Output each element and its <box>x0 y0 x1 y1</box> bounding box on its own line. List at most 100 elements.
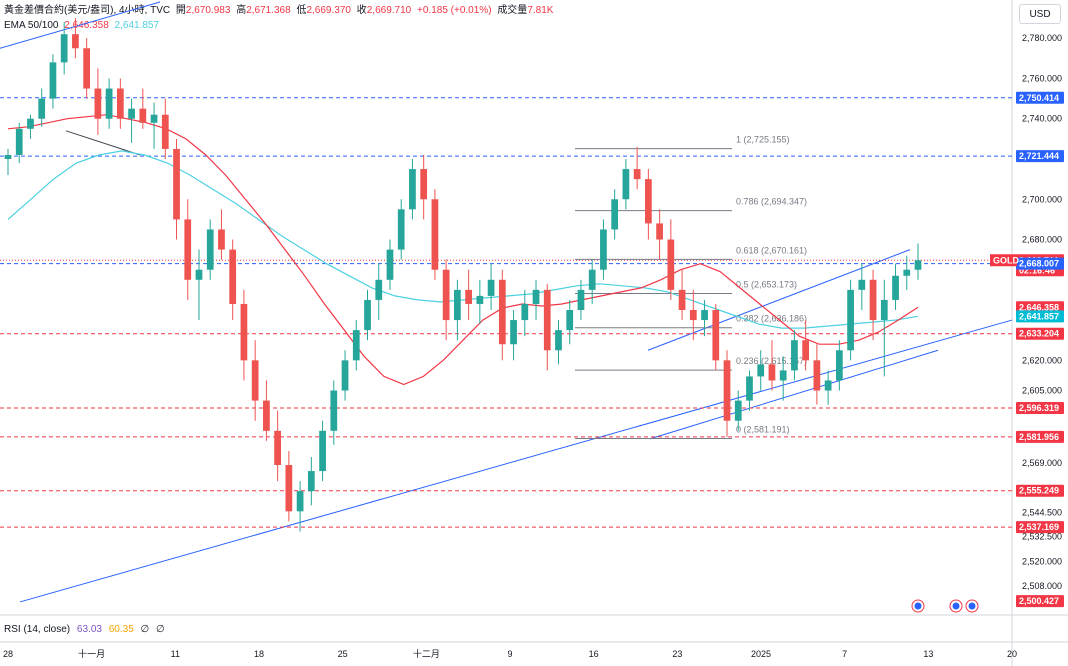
y-tick-label: 2,532.500 <box>1022 532 1062 542</box>
candle-body <box>83 48 91 89</box>
candle-body <box>633 169 641 180</box>
x-tick-label: 28 <box>3 649 13 659</box>
price-tag <box>1016 310 1064 323</box>
candle-body <box>386 249 394 280</box>
candle-body <box>173 148 180 220</box>
price-tag-label: 2,750.414 <box>1019 93 1059 103</box>
candle-body <box>319 430 326 472</box>
rsi-value-3: ∅ <box>140 624 150 635</box>
symbol-title: 黃金差價合約(美元/盎司), 4小時, TVC <box>4 5 171 16</box>
channel-lower-line[interactable] <box>649 349 939 440</box>
candle-body <box>184 219 192 280</box>
volume-label: 成交量 <box>497 5 528 16</box>
price-tag <box>1016 521 1064 534</box>
price-tag <box>1016 150 1064 163</box>
candle-body <box>746 376 753 401</box>
candle-body <box>678 289 686 310</box>
x-tick-label: 2025 <box>751 649 771 659</box>
flag-icon <box>952 602 960 610</box>
candle-body <box>577 289 585 310</box>
fib-level-label: 0.618 (2,670.161) <box>736 245 807 255</box>
y-tick-label: 2,700.000 <box>1022 194 1062 204</box>
candle-body <box>712 310 720 361</box>
volume-value: 7.81K <box>527 5 554 16</box>
flag-icon <box>914 602 922 610</box>
candle-body <box>364 299 371 331</box>
candle-body <box>723 360 731 421</box>
channel-upper-line[interactable] <box>647 249 911 351</box>
y-tick-label: 2,544.500 <box>1022 507 1062 517</box>
upper-trendline[interactable] <box>0 1 161 49</box>
candle-body <box>600 229 607 270</box>
support-trendline[interactable] <box>19 319 1013 603</box>
rsi-value-1: 63.03 <box>76 624 102 635</box>
x-tick-label: 7 <box>842 649 847 659</box>
x-tick-label: 23 <box>672 649 682 659</box>
rsi-legend: RSI (14, close) 63.03 60.35 ∅ ∅ <box>4 624 169 635</box>
candle-body <box>487 279 495 296</box>
candle-body <box>116 88 124 119</box>
currency-button[interactable]: USD <box>1019 4 1061 24</box>
candle-body <box>701 310 708 321</box>
price-tag-label: 2,646.358 <box>1019 302 1059 312</box>
price-tag <box>1016 595 1064 608</box>
y-tick-label: 2,780.000 <box>1022 33 1062 43</box>
fib-level-label: 0.382 (2,636.186) <box>736 314 807 324</box>
open-label: 開 <box>175 5 186 16</box>
candle-body <box>656 223 663 240</box>
candle-body <box>4 154 12 159</box>
candle-body <box>431 199 439 270</box>
candle-body <box>510 320 517 345</box>
candle-body <box>397 209 405 250</box>
change-value: +0.185 (+0.01%) <box>417 5 492 16</box>
fib-level-label: 0 (2,581.191) <box>736 424 790 434</box>
candle-body <box>274 430 281 466</box>
ema100-line <box>7 150 919 329</box>
high-label: 高 <box>236 5 247 16</box>
candle-body <box>296 491 304 512</box>
open-value: 2,670.983 <box>185 5 231 16</box>
candle-body <box>240 303 248 361</box>
candle-body <box>914 260 922 270</box>
candle-body <box>352 330 360 361</box>
candle-body <box>420 169 428 200</box>
candle-body <box>847 289 854 351</box>
candle-body <box>880 299 888 321</box>
descending-line[interactable] <box>65 130 141 156</box>
candle-body <box>555 330 562 351</box>
candle-body <box>757 364 765 377</box>
price-tag <box>1016 484 1064 497</box>
x-tick-label: 18 <box>254 649 264 659</box>
x-tick-label: 16 <box>589 649 599 659</box>
price-tag-label: 2,668.007 <box>1019 259 1059 269</box>
y-tick-label: 2,740.000 <box>1022 114 1062 124</box>
price-tag-label: 2,633.204 <box>1019 329 1059 339</box>
candle-body <box>263 400 270 431</box>
candle-body <box>611 199 619 230</box>
price-tag-label: 2,641.857 <box>1019 311 1059 321</box>
low-value: 2,669.370 <box>306 5 351 16</box>
candle-body <box>49 62 57 99</box>
ema50-line <box>7 114 919 386</box>
price-tag <box>1016 301 1064 314</box>
candle-body <box>38 98 46 119</box>
fib-level-label: 0.786 (2,694.347) <box>736 197 807 207</box>
candle-body <box>15 128 23 155</box>
rsi-value-4: ∅ <box>156 624 165 635</box>
y-tick-label: 2,680.000 <box>1022 235 1062 245</box>
chart-header: 黃金差價合約(美元/盎司), 4小時, TVC 開2,670.983 高2,67… <box>4 5 556 17</box>
symbol-tag-label: GOLD <box>993 255 1019 265</box>
fib-level-label: 0.5 (2,653.173) <box>736 280 797 290</box>
price-tag <box>1016 402 1064 415</box>
x-tick-label: 25 <box>338 649 348 659</box>
candle-body <box>150 114 158 123</box>
candle-body <box>824 380 832 391</box>
ema-label: EMA 50/100 <box>4 20 59 31</box>
candle-body <box>791 340 798 371</box>
candle-body <box>139 108 147 123</box>
price-tag <box>1016 91 1064 104</box>
candle-body <box>218 229 225 250</box>
candle-body <box>229 249 237 304</box>
price-tag-label: 2,581.956 <box>1019 432 1059 442</box>
